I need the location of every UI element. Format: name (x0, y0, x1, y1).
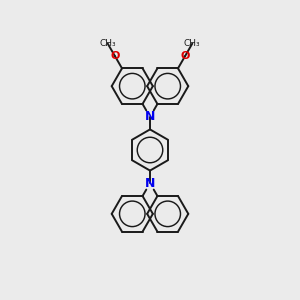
Text: N: N (145, 177, 155, 190)
Text: CH₃: CH₃ (99, 39, 116, 48)
Text: O: O (110, 51, 119, 61)
Text: CH₃: CH₃ (184, 39, 201, 48)
Text: O: O (181, 51, 190, 61)
Text: N: N (145, 110, 155, 123)
